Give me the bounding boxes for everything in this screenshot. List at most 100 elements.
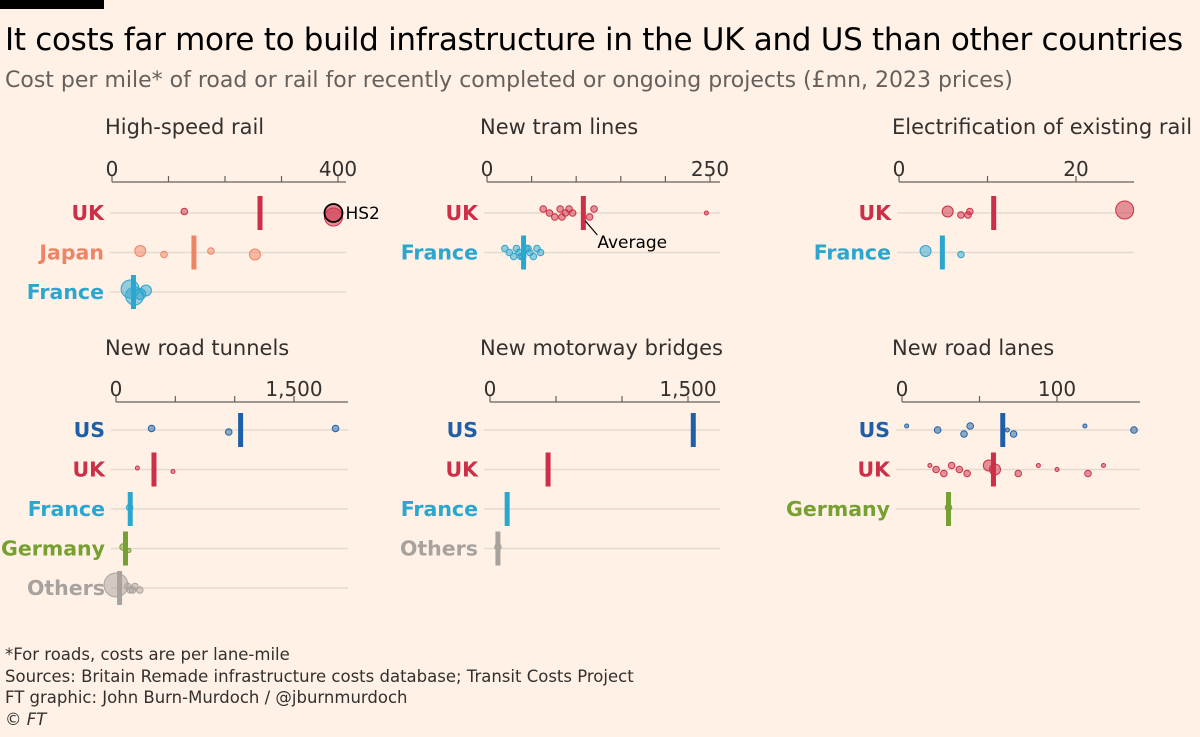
row-label: US xyxy=(447,418,478,442)
row-label: Others xyxy=(27,576,105,600)
panel-title: Electrification of existing rail xyxy=(892,115,1192,139)
average-marker xyxy=(117,571,123,605)
average-marker xyxy=(991,196,997,230)
average-marker xyxy=(151,452,157,487)
average-marker xyxy=(946,492,951,526)
data-point xyxy=(1101,463,1106,468)
row-label: UK xyxy=(72,458,106,482)
average-marker xyxy=(690,413,696,447)
x-tick-label: 0 xyxy=(893,157,906,181)
data-point xyxy=(1082,423,1088,429)
average-marker xyxy=(191,235,197,270)
chart-title: It costs far more to build infrastructur… xyxy=(5,22,1183,58)
panel-title: New motorway bridges xyxy=(480,336,723,360)
average-marker xyxy=(580,196,586,230)
chart-subtitle: Cost per mile* of road or rail for recen… xyxy=(5,68,1013,93)
average-marker xyxy=(504,492,510,526)
point-annotation: HS2 xyxy=(345,204,379,224)
credit: FT graphic: John Burn-Murdoch / @jburnmu… xyxy=(5,688,408,707)
average-marker xyxy=(122,531,128,566)
data-point xyxy=(207,247,215,255)
data-point xyxy=(941,205,954,218)
sources: Sources: Britain Remade infrastructure c… xyxy=(5,666,634,686)
average-marker xyxy=(545,452,551,487)
data-point xyxy=(558,213,566,221)
brand-bar xyxy=(0,0,104,9)
row-label: Japan xyxy=(37,241,104,265)
data-point xyxy=(966,422,975,430)
row-label: UK xyxy=(71,201,105,225)
average-marker xyxy=(521,235,527,270)
row-label: France xyxy=(27,280,104,304)
data-point xyxy=(529,252,538,261)
data-point xyxy=(331,424,340,433)
data-point xyxy=(932,465,940,474)
data-point xyxy=(147,424,156,433)
data-point xyxy=(160,250,168,259)
data-point xyxy=(568,209,577,217)
data-point xyxy=(585,213,594,221)
data-point xyxy=(135,586,144,594)
data-point xyxy=(224,428,233,436)
average-annotation: Average xyxy=(597,233,667,253)
panel-title: New road tunnels xyxy=(105,336,289,360)
data-point xyxy=(539,205,547,213)
footer: *For roads, costs are per lane-mile Sour… xyxy=(5,644,634,730)
row-label: Germany xyxy=(786,497,890,521)
row-label: France xyxy=(401,497,478,521)
data-point xyxy=(933,426,942,434)
data-point xyxy=(1014,469,1023,478)
x-tick-label: 0 xyxy=(481,157,494,181)
data-point xyxy=(1130,426,1138,434)
data-point-highlight xyxy=(323,203,344,223)
row-label: France xyxy=(28,497,105,521)
data-point xyxy=(904,423,910,429)
panel-title: High-speed rail xyxy=(105,115,264,139)
data-point xyxy=(170,469,176,474)
average-marker xyxy=(130,275,136,309)
data-point xyxy=(180,207,189,216)
row-label: France xyxy=(401,241,478,265)
x-tick-label: 0 xyxy=(106,157,119,181)
average-marker xyxy=(238,413,244,447)
panel-title: New tram lines xyxy=(480,115,638,139)
data-point xyxy=(590,205,598,213)
average-marker xyxy=(990,452,996,487)
row-label: US xyxy=(74,418,105,442)
row-label: US xyxy=(859,418,890,442)
average-marker xyxy=(495,531,501,566)
average-marker xyxy=(127,492,133,526)
row-label: UK xyxy=(857,458,891,482)
average-marker xyxy=(939,235,945,270)
data-point xyxy=(927,463,933,468)
data-point xyxy=(919,245,932,257)
data-point xyxy=(248,248,261,261)
row-label: Germany xyxy=(1,537,105,561)
copyright: © FT xyxy=(5,709,47,729)
data-point xyxy=(964,211,972,219)
data-point xyxy=(955,465,964,474)
x-tick-label: 0 xyxy=(110,377,123,401)
data-point xyxy=(947,461,956,470)
data-point xyxy=(957,250,965,259)
data-point xyxy=(957,211,965,219)
row-label: France xyxy=(814,241,891,265)
data-point xyxy=(550,213,559,221)
average-marker xyxy=(257,196,263,230)
data-point xyxy=(963,469,971,478)
data-point xyxy=(509,252,518,261)
data-point xyxy=(1115,200,1135,220)
panel-title: New road lanes xyxy=(892,336,1054,360)
data-point xyxy=(134,245,147,257)
data-point xyxy=(536,248,545,257)
data-point xyxy=(960,430,968,438)
data-point xyxy=(545,209,554,217)
data-point xyxy=(134,465,140,471)
data-point xyxy=(1004,427,1010,433)
data-point xyxy=(134,288,147,300)
row-label: Others xyxy=(400,537,478,561)
x-tick-label: 0 xyxy=(484,377,497,401)
data-point xyxy=(1054,467,1060,472)
annotation-leader xyxy=(584,220,598,236)
